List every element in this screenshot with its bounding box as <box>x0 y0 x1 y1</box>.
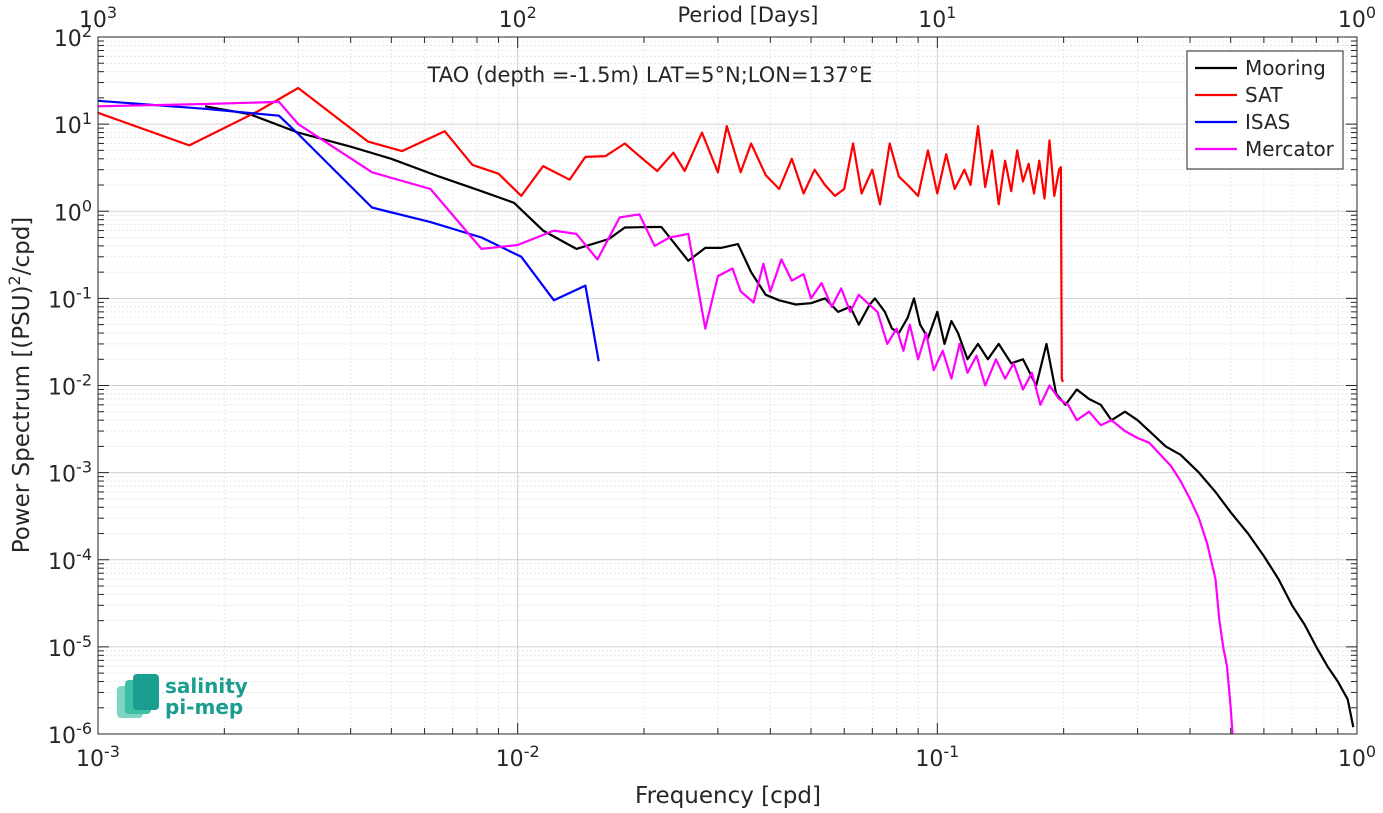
legend-label: SAT <box>1245 83 1283 107</box>
x-axis-label: Frequency [cpd] <box>635 783 821 809</box>
y-tick-label: 100 <box>54 196 92 226</box>
logo-text-line1: salinity <box>165 674 248 698</box>
legend-label: ISAS <box>1245 110 1290 134</box>
series-line-isas <box>97 99 600 362</box>
top-axis-label: Period [Days] <box>678 3 819 27</box>
series-line-mooring <box>204 105 1355 728</box>
top-tick-label: 103 <box>79 3 117 33</box>
y-tick-label: 10-1 <box>48 283 92 313</box>
chart-title: TAO (depth =-1.5m) LAT=5°N;LON=137°E <box>427 63 873 87</box>
legend-label: Mercator <box>1245 137 1335 161</box>
series-layer <box>97 86 1355 735</box>
y-tick-label: 10-5 <box>48 632 92 662</box>
top-tick-label: 100 <box>1338 3 1376 33</box>
y-tick-label: 101 <box>54 109 92 139</box>
logo-mark-3 <box>133 674 159 710</box>
y-tick-label: 10-6 <box>48 719 92 749</box>
logo-text-line2: pi-mep <box>165 695 243 719</box>
legend: Mooring SAT ISAS Mercator <box>1186 50 1344 170</box>
top-tick-label: 101 <box>918 3 956 33</box>
y-axis-label: Power Spectrum [(PSU)2/cpd] <box>5 217 35 554</box>
y-tick-label: 10-2 <box>48 371 92 401</box>
label-layer: TAO (depth =-1.5m) LAT=5°N;LON=137°E Fre… <box>5 3 872 809</box>
y-tick-label: 10-4 <box>48 545 92 575</box>
salinity-pi-mep-logo: salinity pi-mep <box>117 674 248 719</box>
top-tick-label: 102 <box>499 3 537 33</box>
y-tick-label: 102 <box>54 22 92 52</box>
x-tick-label: 10-1 <box>915 742 959 772</box>
y-tick-label: 10-3 <box>48 458 92 488</box>
series-line-sat <box>97 86 1064 383</box>
series-line-mercator <box>97 100 1234 735</box>
x-tick-label: 10-2 <box>496 742 540 772</box>
x-tick-label: 100 <box>1338 742 1376 772</box>
x-tick-label: 10-3 <box>76 742 120 772</box>
legend-label: Mooring <box>1245 56 1326 80</box>
